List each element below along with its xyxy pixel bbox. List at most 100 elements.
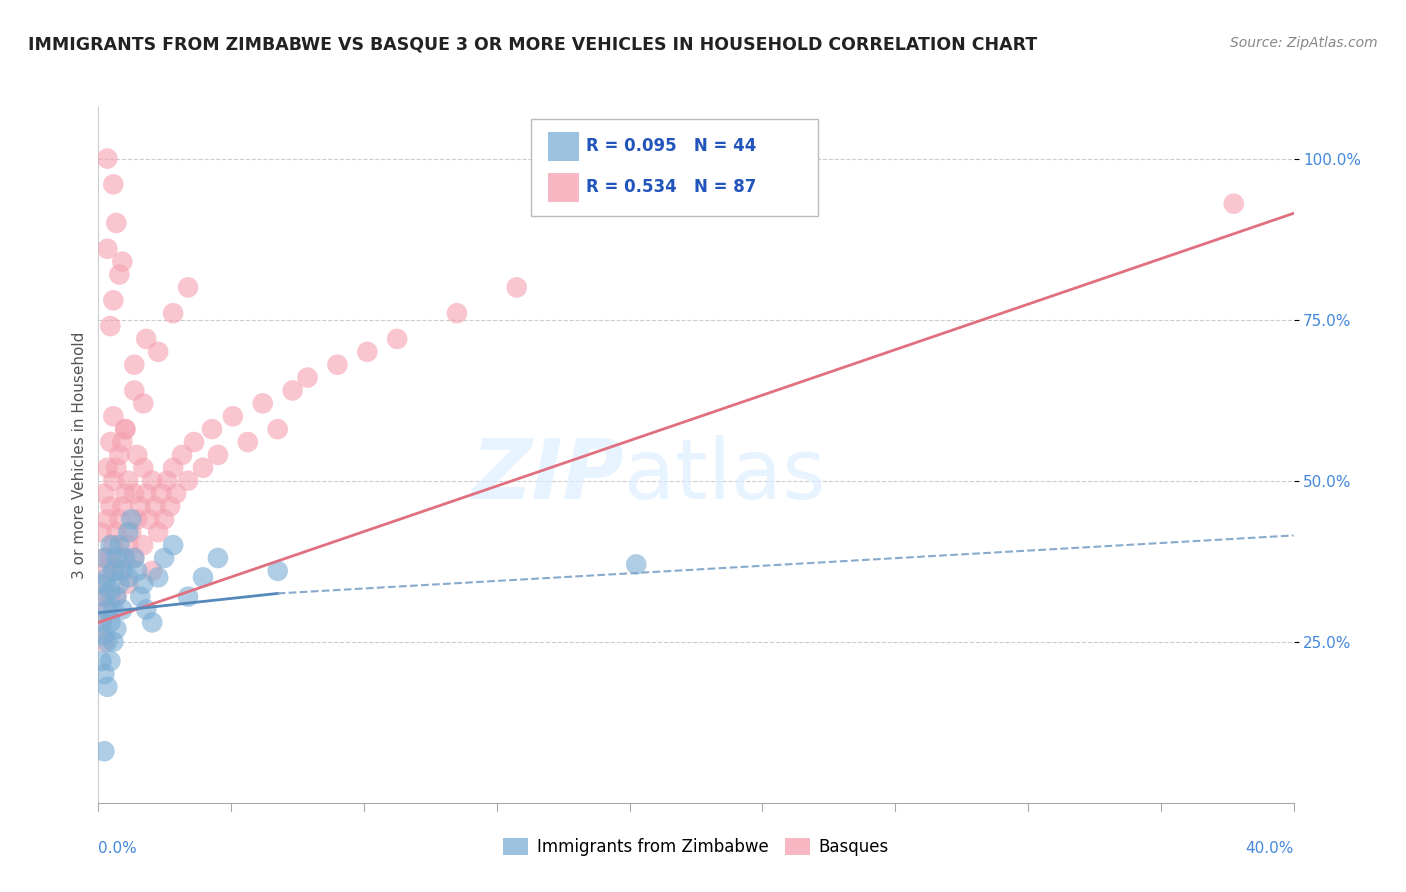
Point xyxy=(114,551,136,566)
Point xyxy=(148,525,170,540)
Text: atlas: atlas xyxy=(624,435,825,516)
Point xyxy=(177,474,200,488)
Point xyxy=(132,396,155,410)
Point xyxy=(191,570,214,584)
Point xyxy=(129,590,152,604)
Point xyxy=(98,435,122,450)
Point xyxy=(105,460,128,475)
Point xyxy=(103,564,125,578)
Point xyxy=(385,332,409,346)
Point xyxy=(96,460,118,475)
Point xyxy=(90,654,112,668)
Point xyxy=(90,525,112,540)
Point xyxy=(141,615,163,630)
Point xyxy=(191,460,214,475)
Point xyxy=(108,564,131,578)
Point xyxy=(96,602,118,616)
Point xyxy=(111,435,134,450)
Point xyxy=(135,486,157,500)
Point xyxy=(117,525,139,540)
Point xyxy=(356,344,378,359)
Point xyxy=(267,564,290,578)
Point xyxy=(93,486,115,500)
Point xyxy=(148,344,170,359)
Point xyxy=(103,538,125,552)
Point xyxy=(90,590,112,604)
Point xyxy=(108,576,131,591)
Point xyxy=(124,358,146,372)
Point xyxy=(103,293,125,308)
Point xyxy=(626,558,648,572)
Point xyxy=(98,538,122,552)
Point xyxy=(108,448,131,462)
Text: R = 0.095   N = 44: R = 0.095 N = 44 xyxy=(586,137,756,155)
Point xyxy=(132,460,155,475)
Point xyxy=(281,384,304,398)
Point xyxy=(124,551,146,566)
Point xyxy=(93,667,115,681)
Point xyxy=(222,409,245,424)
Point xyxy=(120,512,142,526)
Point xyxy=(96,152,118,166)
Point xyxy=(177,590,200,604)
Point xyxy=(105,590,128,604)
Point xyxy=(98,319,122,334)
Point xyxy=(93,628,115,642)
Point xyxy=(207,448,229,462)
Text: 40.0%: 40.0% xyxy=(1246,841,1294,856)
Point xyxy=(120,525,142,540)
Point xyxy=(98,615,122,630)
Text: 0.0%: 0.0% xyxy=(98,841,138,856)
Point xyxy=(98,500,122,514)
Point xyxy=(201,422,224,436)
Point xyxy=(108,538,131,552)
Point xyxy=(117,538,139,552)
Point xyxy=(132,538,155,552)
Point xyxy=(114,422,136,436)
Point xyxy=(172,448,194,462)
Point xyxy=(129,500,152,514)
Point xyxy=(103,178,125,192)
Point xyxy=(124,384,146,398)
Point xyxy=(135,602,157,616)
Point xyxy=(93,744,115,758)
Text: IMMIGRANTS FROM ZIMBABWE VS BASQUE 3 OR MORE VEHICLES IN HOUSEHOLD CORRELATION C: IMMIGRANTS FROM ZIMBABWE VS BASQUE 3 OR … xyxy=(28,36,1038,54)
Point xyxy=(132,576,155,591)
Point xyxy=(108,268,131,282)
Point xyxy=(96,602,118,616)
Point xyxy=(297,370,319,384)
Point xyxy=(90,615,112,630)
Point xyxy=(326,358,349,372)
Point xyxy=(105,551,128,566)
Point xyxy=(1223,196,1246,211)
Point xyxy=(111,602,134,616)
Point xyxy=(98,583,122,598)
Point xyxy=(96,570,118,584)
Text: ZIP: ZIP xyxy=(471,435,624,516)
Point xyxy=(127,564,149,578)
Point xyxy=(135,332,157,346)
Point xyxy=(236,435,259,450)
Point xyxy=(93,576,115,591)
Point xyxy=(105,216,128,230)
Point xyxy=(183,435,205,450)
Point xyxy=(96,564,118,578)
Point xyxy=(90,576,112,591)
Point xyxy=(105,590,128,604)
Point xyxy=(156,474,179,488)
Y-axis label: 3 or more Vehicles in Household: 3 or more Vehicles in Household xyxy=(72,331,87,579)
Point xyxy=(105,622,128,636)
Point xyxy=(103,634,125,648)
Point xyxy=(127,512,149,526)
Point xyxy=(93,551,115,566)
Point xyxy=(148,570,170,584)
Point xyxy=(114,422,136,436)
Point xyxy=(162,460,184,475)
Point xyxy=(103,474,125,488)
Point xyxy=(153,512,176,526)
Point xyxy=(117,576,139,591)
Point xyxy=(98,590,122,604)
Point xyxy=(138,512,160,526)
Point xyxy=(117,570,139,584)
Point xyxy=(150,486,173,500)
